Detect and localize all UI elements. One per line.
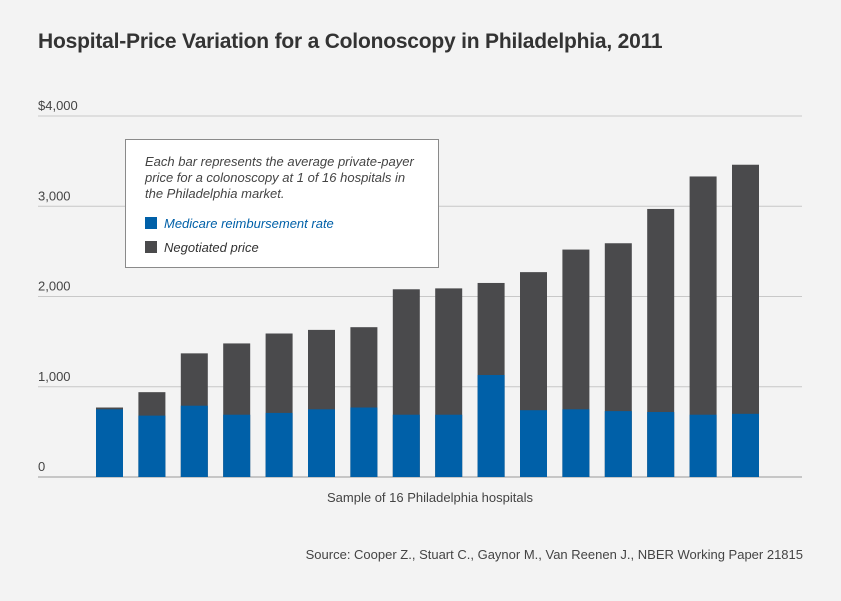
bar-medicare-rate — [392, 414, 420, 477]
bar-medicare-rate — [732, 413, 759, 477]
y-tick-label: 0 — [38, 459, 45, 474]
bar-medicare-rate — [138, 415, 166, 477]
bar-medicare-rate — [520, 410, 547, 477]
bar-medicare-rate — [647, 412, 675, 477]
legend-item-negotiated: Negotiated price — [145, 240, 259, 256]
bar-medicare-rate — [308, 409, 335, 477]
bar-medicare-rate — [265, 412, 293, 477]
bar-medicare-rate — [562, 409, 590, 477]
legend-note: Each bar represents the average private-… — [145, 154, 414, 201]
bar-medicare-rate — [689, 414, 717, 477]
legend-swatch-medicare — [145, 217, 157, 229]
y-tick-label: 1,000 — [38, 369, 71, 384]
legend-item-medicare: Medicare reimbursement rate — [145, 216, 334, 232]
legend-swatch-negotiated — [145, 241, 157, 253]
legend-label-negotiated: Negotiated price — [164, 240, 259, 255]
source-note: Source: Cooper Z., Stuart C., Gaynor M.,… — [305, 547, 803, 562]
x-axis-label: Sample of 16 Philadelphia hospitals — [327, 490, 533, 505]
bar-medicare-rate — [350, 407, 378, 477]
legend-box: Each bar represents the average private-… — [125, 139, 439, 268]
bar-medicare-rate — [96, 409, 123, 477]
y-tick-label: $4,000 — [38, 98, 78, 113]
bar-medicare-rate — [435, 414, 463, 477]
bar-medicare-rate — [223, 414, 251, 477]
bar-medicare-rate — [180, 405, 208, 477]
bar-medicare-rate — [604, 411, 632, 477]
chart-title: Hospital-Price Variation for a Colonosco… — [38, 30, 663, 53]
y-tick-label: 2,000 — [38, 279, 71, 294]
y-tick-label: 3,000 — [38, 188, 71, 203]
bar-medicare-rate — [477, 375, 505, 477]
legend-label-medicare: Medicare reimbursement rate — [164, 216, 334, 231]
